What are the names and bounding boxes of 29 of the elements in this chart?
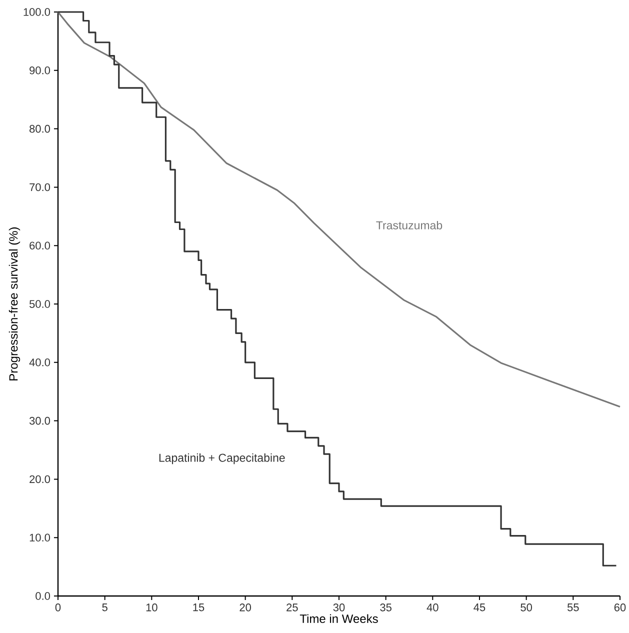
- y-tick-label: 60.0: [30, 242, 50, 250]
- x-tick-label: 15: [193, 604, 204, 612]
- y-tick-label: 10.0: [30, 534, 50, 542]
- x-tick-label: 35: [380, 604, 392, 612]
- x-tick-label: 50: [520, 604, 532, 612]
- x-tick-label: 55: [567, 604, 579, 612]
- line-series: [57, 11, 621, 408]
- x-tick-label: 5: [102, 604, 108, 612]
- y-axis-title: Progression-free survival (%): [8, 227, 20, 380]
- x-tick-label: 30: [333, 604, 345, 612]
- y-tick-label: 100.0: [24, 8, 50, 16]
- y-tick-label: 30.0: [29, 416, 50, 425]
- x-tick-label: 10: [146, 604, 158, 612]
- text: Trastuzumab: [376, 220, 442, 230]
- series-label: Lapatinib + Capecitabine: [159, 453, 285, 464]
- y-tick-label: 50.0: [29, 300, 50, 308]
- x-axis-title: Time in Weeks: [300, 614, 378, 623]
- x-tick-label: 20: [240, 604, 252, 612]
- x-tick-label: 60: [614, 604, 626, 612]
- y-tick-label: 80.0: [30, 124, 50, 133]
- y-tick-label: 70.0: [30, 183, 50, 192]
- x-tick-label: 0: [55, 604, 61, 612]
- x-tick-label: 25: [286, 604, 298, 612]
- y-tick-label: 0.0: [36, 592, 50, 600]
- x-tick-label: 45: [474, 604, 486, 612]
- y-tick-label: 20.0: [30, 475, 50, 484]
- y-tick-label: 90.0: [30, 66, 50, 74]
- x-tick-label: 40: [426, 604, 438, 612]
- y-tick-label: 40.0: [29, 358, 50, 366]
